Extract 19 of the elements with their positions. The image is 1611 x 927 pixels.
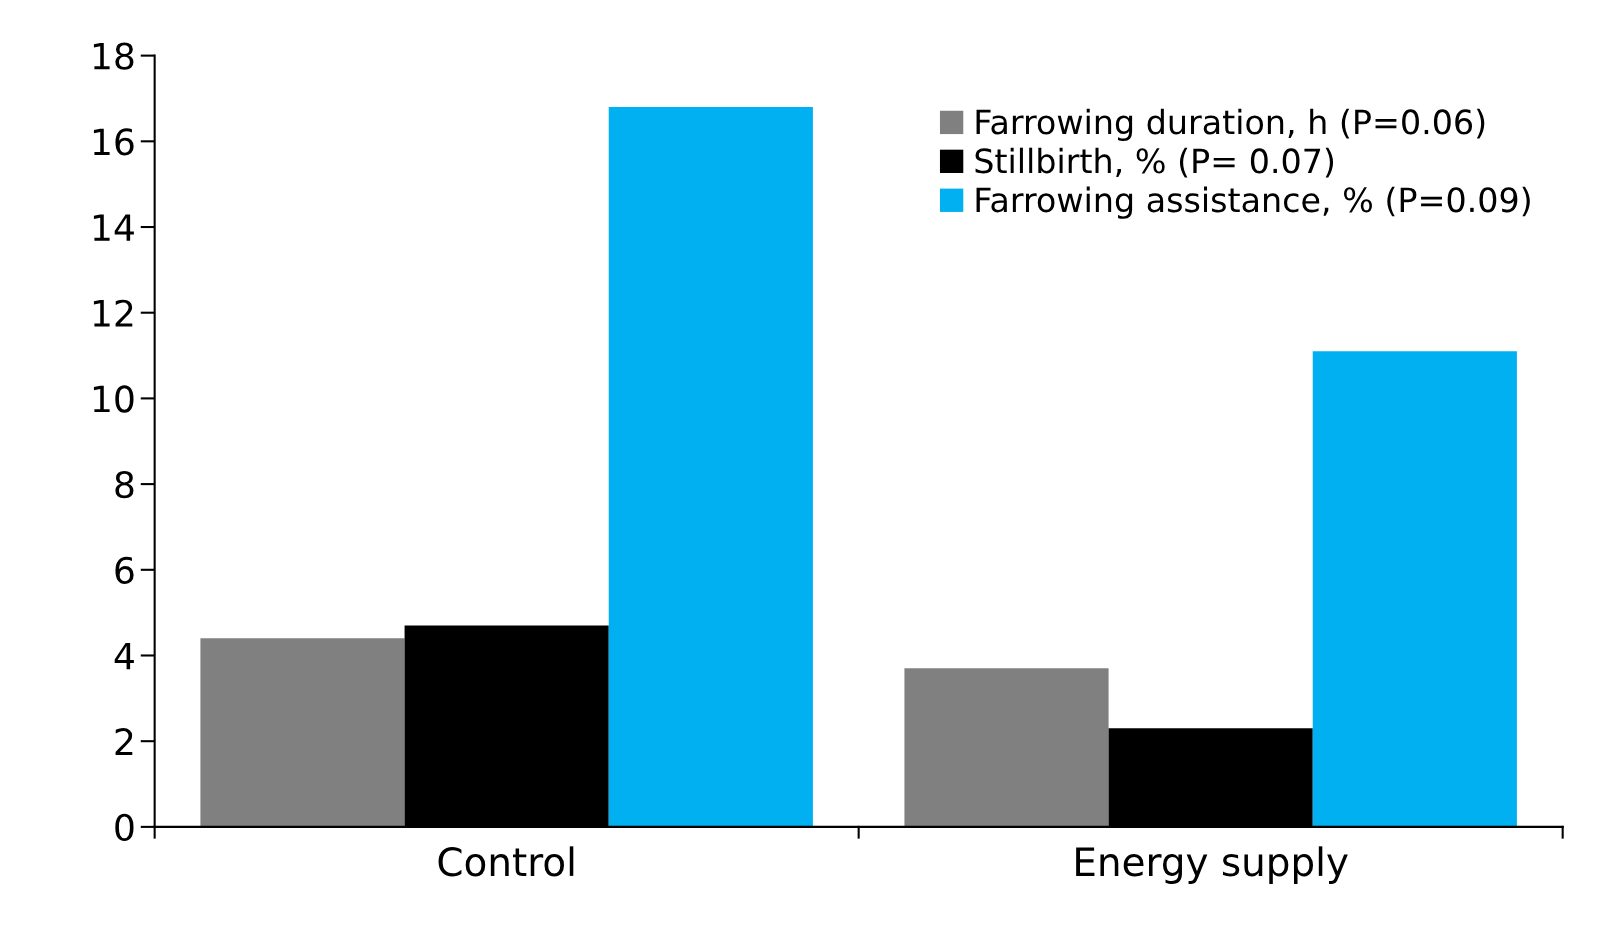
y-tick-label: 18 — [93, 42, 134, 70]
x-tick-label: Energy supply — [1076, 846, 1348, 884]
y-tick-label: 8 — [115, 471, 134, 499]
legend-label: Stillbirth, % (P= 0.07) — [975, 147, 1334, 178]
y-tick-label: 4 — [114, 642, 134, 670]
bar — [1312, 351, 1517, 827]
bar — [608, 107, 813, 827]
y-tick-label: 2 — [115, 728, 133, 755]
y-tick-label: 6 — [115, 556, 134, 585]
y-tick-label: 16 — [93, 128, 134, 156]
y-tick-label: 12 — [93, 299, 133, 327]
bar — [200, 638, 405, 827]
y-tick-label: 0 — [115, 813, 134, 842]
x-tick-label: Control — [438, 846, 574, 877]
y-tick-label: 10 — [93, 385, 134, 413]
legend-label: Farrowing duration, h (P=0.06) — [976, 108, 1485, 142]
y-tick-label: 14 — [93, 214, 134, 241]
bar — [904, 668, 1109, 827]
legend-label: Farrowing assistance, % (P=0.09) — [976, 186, 1530, 219]
